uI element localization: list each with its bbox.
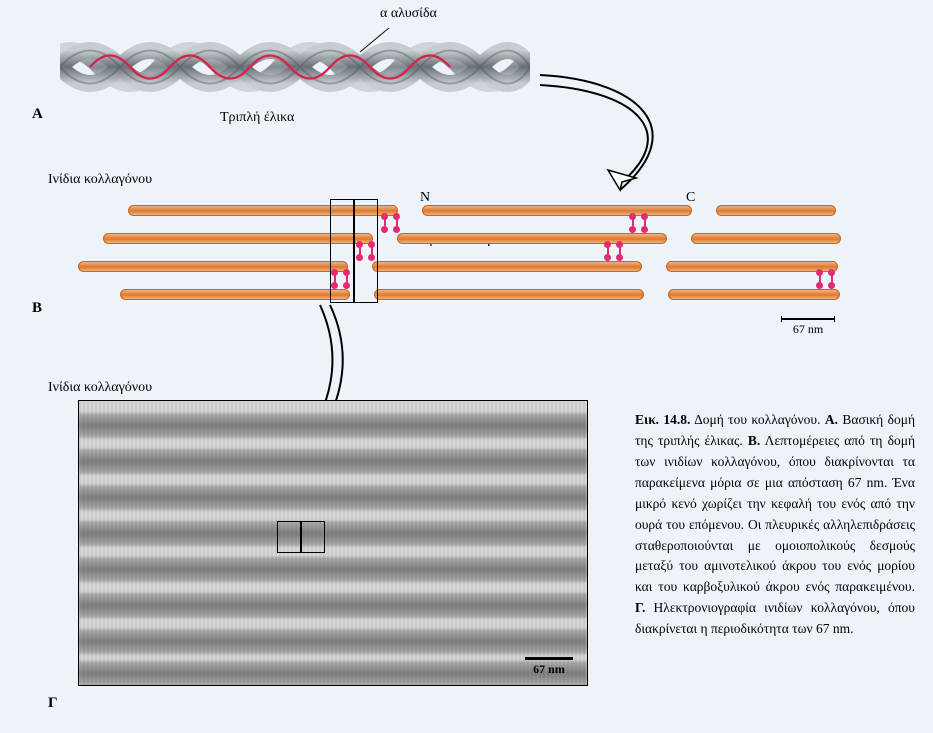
covalent-bond bbox=[825, 269, 843, 289]
electron-micrograph: 67 nm bbox=[78, 400, 588, 686]
figure-canvas: Α α αλυσίδα Τριπλή έλικα bbox=[0, 0, 933, 733]
micrograph-texture bbox=[79, 401, 587, 685]
caption-fig-number: Εικ. 14.8. bbox=[635, 412, 690, 427]
panel-c-scale-text: 67 nm bbox=[533, 662, 565, 676]
panel-a-label: Α bbox=[32, 106, 43, 123]
selection-box bbox=[354, 199, 378, 303]
collagen-rod bbox=[120, 289, 350, 300]
caption-c-bold: Γ. bbox=[635, 600, 645, 615]
panel-b-scale-text: 67 nm bbox=[793, 322, 823, 336]
panel-b-label: Β bbox=[32, 300, 42, 317]
caption-c-text: Ηλεκτρονιογραφία ινιδίων κολλαγόνου, όπο… bbox=[635, 600, 915, 636]
collagen-fibril-diagram bbox=[78, 205, 838, 325]
triple-helix-illustration bbox=[60, 28, 530, 106]
triple-helix-label: Τριπλή έλικα bbox=[220, 110, 294, 126]
panel-c-heading: Ινίδια κολλαγόνου bbox=[48, 380, 152, 396]
caption-b-bold: Β. bbox=[748, 433, 760, 448]
caption-title: Δομή του κολλαγόνου. bbox=[694, 412, 820, 427]
collagen-rod bbox=[78, 261, 348, 272]
selection-box bbox=[301, 521, 325, 553]
n-terminus-label: N bbox=[420, 190, 430, 206]
panel-c-label: Γ bbox=[48, 695, 58, 712]
figure-caption: Εικ. 14.8. Δομή του κολλαγόνου. Α. Βασικ… bbox=[635, 410, 915, 640]
collagen-rod bbox=[716, 205, 836, 216]
c-terminus-label: C bbox=[686, 190, 695, 206]
covalent-bond bbox=[390, 213, 408, 233]
collagen-rod bbox=[374, 289, 644, 300]
covalent-bond bbox=[638, 213, 656, 233]
collagen-rod bbox=[668, 289, 840, 300]
alpha-chain-label: α αλυσίδα bbox=[380, 6, 437, 22]
collagen-rod bbox=[691, 233, 841, 244]
caption-a-bold: Α. bbox=[825, 412, 838, 427]
collagen-rod bbox=[372, 261, 642, 272]
panel-b-scale-bar: 67 nm bbox=[778, 318, 838, 337]
selection-box bbox=[330, 199, 354, 303]
panel-b-heading: Ινίδια κολλαγόνου bbox=[48, 172, 152, 188]
caption-b-text: Λεπτομέρειες από τη δομή των ινιδίων κολ… bbox=[635, 433, 915, 594]
selection-box bbox=[277, 521, 301, 553]
covalent-bond bbox=[613, 241, 631, 261]
panel-c-scale-bar: 67 nm bbox=[525, 657, 573, 677]
